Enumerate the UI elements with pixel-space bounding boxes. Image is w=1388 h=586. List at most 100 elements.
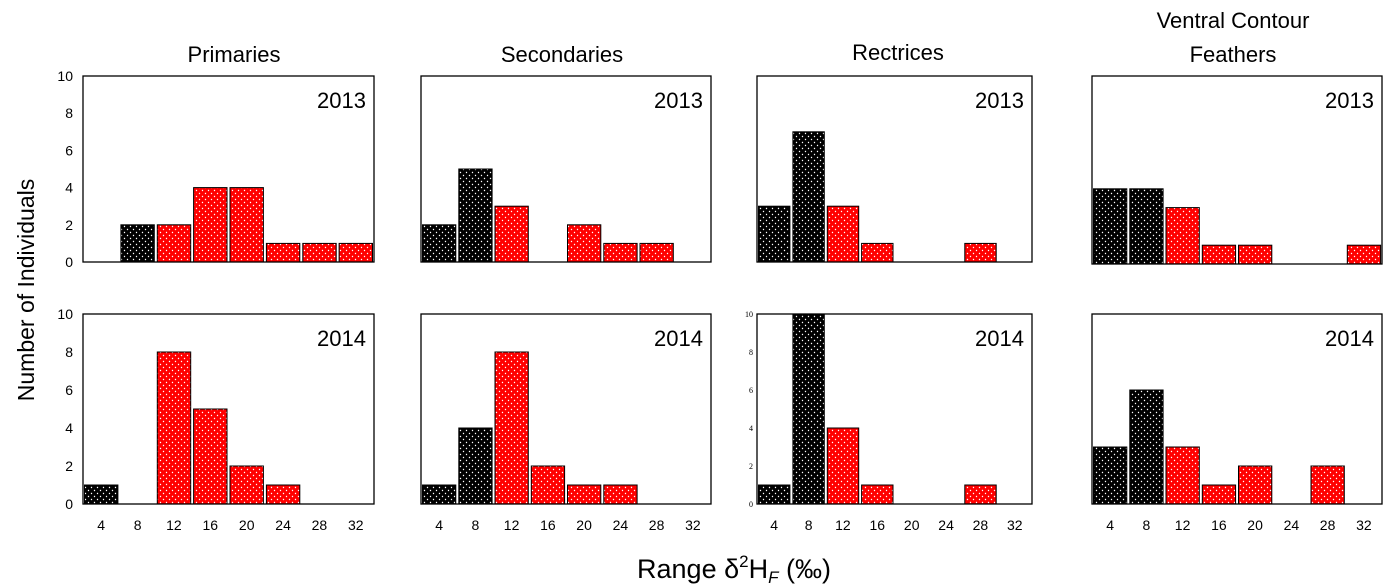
x-tick-label: 24: [275, 517, 291, 533]
bar-28: [302, 242, 337, 263]
bar-12: [494, 205, 529, 263]
bar-12: [494, 351, 529, 505]
x-tick-label: 4: [435, 517, 443, 533]
bar-16: [1201, 484, 1237, 505]
x-tick-label: 32: [1356, 517, 1372, 533]
bar-4: [422, 224, 457, 263]
bar-16: [193, 187, 228, 263]
y-tick-label: 0: [749, 500, 753, 509]
y-tick-label: 8: [65, 344, 73, 360]
year-label: 2013: [317, 88, 366, 113]
bar-16: [1201, 244, 1237, 265]
x-tick-label: 16: [540, 517, 556, 533]
y-tick-label: 10: [745, 310, 753, 319]
x-tick-label: 20: [576, 517, 592, 533]
x-axis-label-post: (‰): [778, 554, 830, 584]
bar-28: [639, 242, 674, 263]
x-tick-label: 28: [973, 517, 989, 533]
panel-frame: [420, 75, 712, 263]
y-tick-label: 0: [65, 496, 73, 512]
column-title: Rectrices: [852, 40, 944, 65]
x-tick-label: 20: [904, 517, 920, 533]
bar-16: [861, 484, 894, 505]
year-label: 2014: [317, 326, 366, 351]
y-tick-label: 6: [749, 386, 753, 395]
bar-8: [458, 168, 493, 263]
panel-frame: [82, 75, 375, 263]
bar-24: [603, 242, 638, 263]
bar-20: [1238, 465, 1273, 505]
bar-8: [1129, 389, 1164, 505]
bar-20: [1238, 244, 1273, 265]
column-title: Primaries: [188, 42, 281, 67]
x-tick-label: 12: [1175, 517, 1191, 533]
x-tick-label: 24: [938, 517, 954, 533]
bar-20: [229, 187, 264, 263]
bar-24: [265, 484, 301, 505]
x-tick-label: 4: [97, 517, 105, 533]
bar-20: [567, 484, 602, 505]
x-tick-label: 8: [1143, 517, 1151, 533]
y-tick-label: 8: [65, 105, 73, 121]
panel-frame: [1091, 313, 1383, 505]
year-label: 2014: [654, 326, 703, 351]
x-axis-label: Range δ2HF (‰): [637, 552, 831, 586]
bar-28: [964, 242, 997, 263]
x-axis-label-mid: H: [749, 554, 769, 584]
bar-12: [1165, 446, 1200, 505]
y-tick-label: 4: [65, 180, 73, 196]
bar-12: [1165, 207, 1200, 265]
bar-12: [156, 351, 192, 505]
panel-frame: [82, 313, 375, 505]
y-tick-label: 6: [65, 142, 73, 158]
x-tick-label: 12: [835, 517, 851, 533]
year-label: 2013: [1325, 88, 1374, 113]
bar-4: [84, 484, 119, 505]
x-tick-label: 28: [312, 517, 328, 533]
x-tick-label: 12: [504, 517, 520, 533]
panel-8: 2014 4 8 12 16 20 24 28 32: [1091, 313, 1383, 533]
panel-frame: [756, 75, 1033, 263]
column-title: Feathers: [1190, 42, 1277, 67]
x-tick-label: 4: [770, 517, 778, 533]
bar-8: [792, 131, 825, 263]
bar-32: [1346, 244, 1382, 265]
y-tick-label: 8: [749, 348, 753, 357]
x-axis-label-sub: F: [768, 568, 780, 586]
bar-4: [1093, 188, 1128, 265]
x-tick-label: 4: [1106, 517, 1114, 533]
year-label: 2014: [975, 326, 1024, 351]
bar-8: [458, 427, 493, 505]
x-tick-label: 12: [166, 517, 182, 533]
x-tick-label: 8: [805, 517, 813, 533]
bar-28: [964, 484, 997, 505]
x-axis-label-pre: Range δ: [637, 554, 739, 584]
bar-16: [193, 408, 228, 505]
year-label: 2014: [1325, 326, 1374, 351]
bar-4: [1093, 446, 1128, 505]
x-axis-label-sup: 2: [739, 552, 748, 571]
y-tick-label: 4: [65, 420, 73, 436]
bar-8: [1129, 188, 1164, 265]
panels: Primaries20130246810Secondaries2013Rectr…: [57, 8, 1383, 533]
x-tick-label: 16: [203, 517, 219, 533]
x-tick-label: 24: [1284, 517, 1300, 533]
bar-32: [338, 242, 374, 263]
bar-28: [1310, 465, 1345, 505]
y-tick-label: 2: [65, 217, 73, 233]
x-tick-label: 20: [239, 517, 255, 533]
x-tick-label: 20: [1247, 517, 1263, 533]
y-tick-label: 10: [57, 68, 73, 84]
panel-1: Primaries 2013 0 2 4 6 8 10: [57, 42, 375, 270]
y-tick-label: 6: [65, 382, 73, 398]
bar-4: [758, 205, 791, 263]
y-tick-label: 2: [65, 458, 73, 474]
bar-8: [792, 313, 825, 505]
bar-4: [422, 484, 457, 505]
panel-frame: [756, 313, 1033, 505]
x-tick-label: 8: [472, 517, 480, 533]
y-tick-label: 2: [749, 462, 753, 471]
